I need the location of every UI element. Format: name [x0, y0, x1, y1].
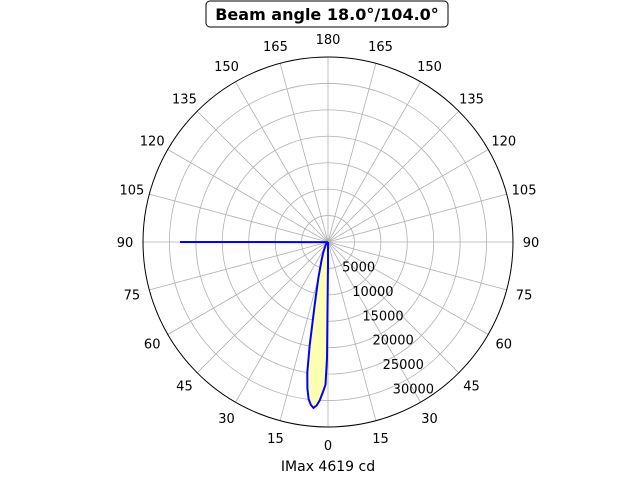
- title-text: Beam angle 18.0°/104.0°: [215, 5, 439, 24]
- radial-tick-label: 10000: [352, 285, 393, 300]
- angular-grid-line: [149, 241, 329, 291]
- angle-tick-label: 135: [172, 92, 197, 107]
- series-fill: [180, 242, 328, 408]
- angle-tick-label: 60: [144, 338, 161, 353]
- angle-tick-label: 180: [316, 33, 341, 48]
- angular-grid-line: [327, 241, 507, 291]
- angular-grid-line: [327, 110, 460, 243]
- angle-tick-label: 45: [463, 380, 480, 395]
- radial-tick-label: 30000: [393, 383, 434, 398]
- chart-title: Beam angle 18.0°/104.0°: [205, 0, 449, 28]
- angle-tick-label: 105: [512, 183, 537, 198]
- series-line: [179, 241, 329, 410]
- angle-tick-label: 120: [491, 135, 516, 150]
- angle-tick-label: 165: [368, 40, 393, 55]
- angle-tick-label: 150: [214, 60, 239, 75]
- title-box: [205, 0, 449, 28]
- radial-tick-label: 25000: [383, 358, 424, 373]
- angle-tick-label: 90: [117, 236, 134, 251]
- radial-tick-label: 5000: [342, 260, 375, 275]
- data-series: [179, 241, 329, 410]
- angular-grid-line: [327, 193, 507, 243]
- angular-grid-line: [149, 193, 329, 243]
- angular-grid-line: [196, 241, 329, 374]
- angular-grid-line: [327, 149, 489, 243]
- angle-tick-label: 120: [140, 135, 165, 150]
- angle-tick-label: 0: [324, 439, 332, 454]
- tick-labels: 0 15 30 45 60 75 90 105 120 135 150 165 180 165 150 135…: [117, 33, 540, 454]
- angular-grid-line: [235, 241, 329, 403]
- angular-grid-line: [327, 241, 460, 374]
- angle-tick-label: 150: [417, 60, 442, 75]
- angle-tick-label: 60: [496, 338, 513, 353]
- angle-tick-label: 75: [516, 289, 533, 304]
- angle-tick-label: 165: [263, 40, 288, 55]
- angle-tick-label: 105: [120, 183, 145, 198]
- angle-tick-label: 15: [267, 432, 284, 447]
- angular-grid-line: [167, 149, 329, 243]
- angle-tick-label: 135: [459, 92, 484, 107]
- angular-grid-line: [327, 241, 421, 403]
- angular-grid-line: [167, 241, 329, 335]
- angular-grid-line: [196, 110, 329, 243]
- angle-tick-label: 30: [421, 412, 438, 427]
- angle-tick-label: 15: [372, 432, 389, 447]
- angular-grid-line: [327, 241, 489, 335]
- angular-grid-line: [327, 81, 421, 243]
- outer-ring: [142, 56, 514, 428]
- angular-grid-line: [235, 81, 329, 243]
- angular-grid-line: [327, 241, 377, 421]
- x-axis-label: IMax 4619 cd: [281, 459, 375, 475]
- angle-tick-label: 30: [218, 412, 235, 427]
- angle-tick-label: 75: [124, 289, 141, 304]
- angular-grid-line: [327, 63, 377, 243]
- angular-grid-line: [279, 63, 329, 243]
- angle-tick-label: 90: [523, 236, 540, 251]
- radial-tick-label: 15000: [362, 309, 403, 324]
- angle-tick-label: 45: [176, 380, 193, 395]
- radial-tick-label: 20000: [372, 334, 413, 349]
